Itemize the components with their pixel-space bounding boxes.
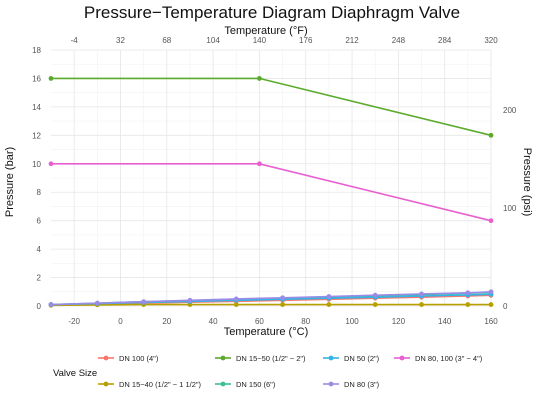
x-axis-title: Temperature (°C): [224, 326, 308, 338]
x2-tick-label: 176: [299, 36, 313, 45]
x2-tick-label: 32: [116, 36, 125, 45]
x-tick-label: 0: [118, 317, 123, 326]
y-tick-label: 8: [37, 188, 42, 197]
data-point: [94, 300, 100, 306]
y-tick-label: 4: [37, 245, 42, 254]
x-tick-label: 160: [484, 317, 498, 326]
x-tick-label: 100: [345, 317, 359, 326]
data-point: [372, 302, 378, 307]
data-point: [187, 297, 193, 303]
data-point: [48, 161, 54, 167]
data-point: [233, 296, 239, 302]
x-tick-label: 20: [162, 317, 171, 326]
legend-label: DN 150 (6"): [236, 380, 276, 389]
y-tick-label: 14: [32, 103, 41, 112]
x2-tick-label: 104: [206, 36, 220, 45]
data-point: [419, 302, 424, 307]
legend-label: DN 80 (3"): [344, 380, 380, 389]
legend-key-point: [328, 381, 334, 387]
legend-label: DN 100 (4"): [119, 354, 159, 363]
y-tick-label: 2: [37, 274, 42, 283]
x2-tick-label: -4: [71, 36, 79, 45]
data-point: [280, 295, 285, 301]
x-tick-label: -20: [68, 317, 80, 326]
data-point: [257, 76, 262, 81]
legend-key-point: [220, 381, 226, 387]
y-tick-label: 10: [32, 160, 41, 169]
data-point: [233, 302, 239, 307]
legend-key-point: [220, 355, 226, 361]
grid: [51, 49, 492, 307]
legend-label: DN 15−40 (1/2" − 1 1/2"): [119, 380, 202, 389]
chart-title: Pressure−Temperature Diagram Diaphragm V…: [84, 3, 460, 22]
data-point: [326, 302, 332, 307]
y2-tick-label: 200: [503, 106, 517, 115]
legend-label: DN 50 (2"): [344, 354, 380, 363]
legend-key-point: [103, 355, 109, 361]
data-point: [488, 218, 494, 224]
x2-axis-title: Temperature (°F): [224, 25, 307, 37]
series-line: [50, 291, 492, 306]
data-point: [141, 299, 147, 305]
x2-tick-label: 140: [253, 36, 267, 45]
x2-tick-label: 68: [162, 36, 171, 45]
y-axis-title: Pressure (bar): [4, 147, 16, 217]
x-tick-label: 40: [209, 317, 218, 326]
data-point: [488, 132, 494, 138]
data-point: [488, 302, 494, 307]
series-line: [50, 303, 491, 307]
tick-labels: -20 0 20 40 60 80 100 120 140 160024681012141618-…: [32, 36, 517, 326]
legend: DN 100 (4") DN 15−40 (1/2" − 1 1/2") DN 15…: [98, 354, 483, 389]
y-tick-label: 0: [37, 302, 42, 311]
data-point: [419, 291, 424, 297]
x-tick-label: 140: [438, 317, 452, 326]
legend-key-point: [328, 355, 334, 361]
data-point: [48, 302, 54, 307]
x2-tick-label: 284: [438, 36, 452, 45]
x2-tick-label: 320: [484, 36, 498, 45]
data-point: [465, 302, 471, 307]
y2-tick-label: 0: [503, 302, 508, 311]
y-tick-label: 6: [37, 217, 42, 226]
x-tick-label: 60: [255, 317, 264, 326]
data-point: [372, 292, 378, 298]
x-tick-label: 80: [301, 317, 310, 326]
y2-tick-label: 100: [503, 204, 517, 213]
y-tick-label: 12: [32, 131, 41, 140]
data-point: [326, 294, 332, 299]
y2-axis-title: Pressure (psi): [521, 148, 533, 216]
x2-tick-label: 248: [392, 36, 406, 45]
legend-key-point: [399, 355, 405, 361]
legend-title: Valve Size: [53, 368, 97, 379]
data-point: [488, 289, 494, 295]
y-tick-label: 16: [32, 74, 41, 83]
data-point: [48, 76, 54, 81]
x2-tick-label: 212: [345, 36, 359, 45]
data-point: [257, 161, 262, 167]
data-point: [280, 302, 285, 307]
y-tick-label: 18: [32, 46, 41, 55]
legend-label: DN 80, 100 (3" − 4"): [415, 354, 483, 363]
series-group: [48, 76, 494, 308]
legend-key-point: [103, 381, 109, 387]
x-tick-label: 120: [392, 317, 406, 326]
data-point: [465, 290, 471, 296]
legend-label: DN 15−50 (1/2" − 2"): [236, 354, 306, 363]
